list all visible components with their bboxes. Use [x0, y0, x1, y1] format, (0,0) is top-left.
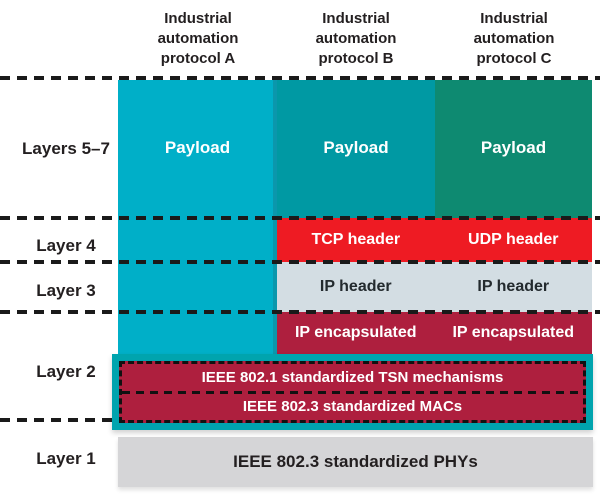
header-line: protocol B: [318, 50, 394, 67]
header-line: automation: [157, 30, 239, 47]
header-line: protocol A: [160, 50, 236, 67]
layer2-dashed-divider: [122, 390, 583, 394]
tsn-mechanisms-band: IEEE 802.1 standardized TSN mechanisms: [201, 368, 504, 386]
payload-label-b: Payload: [323, 138, 389, 157]
dashed-separator-layer3-top: [0, 260, 600, 264]
column-header-protocol-c: Industrial automation protocol C: [434, 9, 594, 69]
layer2-tsn-box: IEEE 802.1 standardized TSN mechanisms I…: [112, 354, 593, 430]
layer1-phy-band: IEEE 802.3 standardized PHYs: [118, 437, 593, 487]
protocol-b-payload-block: Payload: [277, 80, 435, 218]
header-line: Industrial: [164, 10, 232, 27]
dashed-separator-layer4-top: [0, 216, 600, 220]
ip-header-cell-c: IP header: [477, 278, 550, 295]
layer4-transport-band: TCP header UDP header: [277, 218, 592, 262]
header-line: Industrial: [480, 10, 548, 27]
ip-encapsulated-cell-c: IP encapsulated: [452, 324, 575, 341]
header-line: Industrial: [322, 10, 390, 27]
row-label-layers-5-7: Layers 5–7: [22, 139, 110, 158]
ip-encapsulated-band: IP encapsulated IP encapsulated: [277, 312, 592, 354]
ip-header-cell-b: IP header: [319, 278, 392, 295]
tcp-header-cell: TCP header: [311, 231, 401, 248]
standardized-macs-band: IEEE 802.3 standardized MACs: [242, 398, 463, 416]
phys-label: IEEE 802.3 standardized PHYs: [233, 452, 478, 471]
column-header-protocol-a: Industrial automation protocol A: [118, 9, 278, 69]
row-label-layer-3: Layer 3: [36, 281, 96, 300]
layer2-inner-box: IEEE 802.1 standardized TSN mechanisms I…: [119, 361, 586, 423]
payload-label-c: Payload: [480, 138, 547, 157]
header-line: automation: [473, 30, 555, 47]
header-line: protocol C: [476, 50, 552, 67]
dashed-separator-top: [0, 76, 600, 80]
layer3-network-band: IP header IP header: [277, 262, 592, 312]
dashed-separator-layer2-bottom-left: [0, 418, 114, 422]
row-label-layer-1: Layer 1: [36, 449, 96, 468]
row-label-layer-4: Layer 4: [36, 236, 96, 255]
column-header-protocol-b: Industrial automation protocol B: [276, 9, 436, 69]
dashed-separator-encap-top: [0, 310, 600, 314]
payload-label-a: Payload: [164, 138, 231, 157]
header-line: automation: [315, 30, 397, 47]
row-label-layer-2: Layer 2: [36, 362, 96, 381]
protocol-c-payload-block: Payload: [435, 80, 592, 218]
udp-header-cell: UDP header: [468, 231, 559, 248]
ip-encapsulated-cell-b: IP encapsulated: [294, 324, 417, 341]
